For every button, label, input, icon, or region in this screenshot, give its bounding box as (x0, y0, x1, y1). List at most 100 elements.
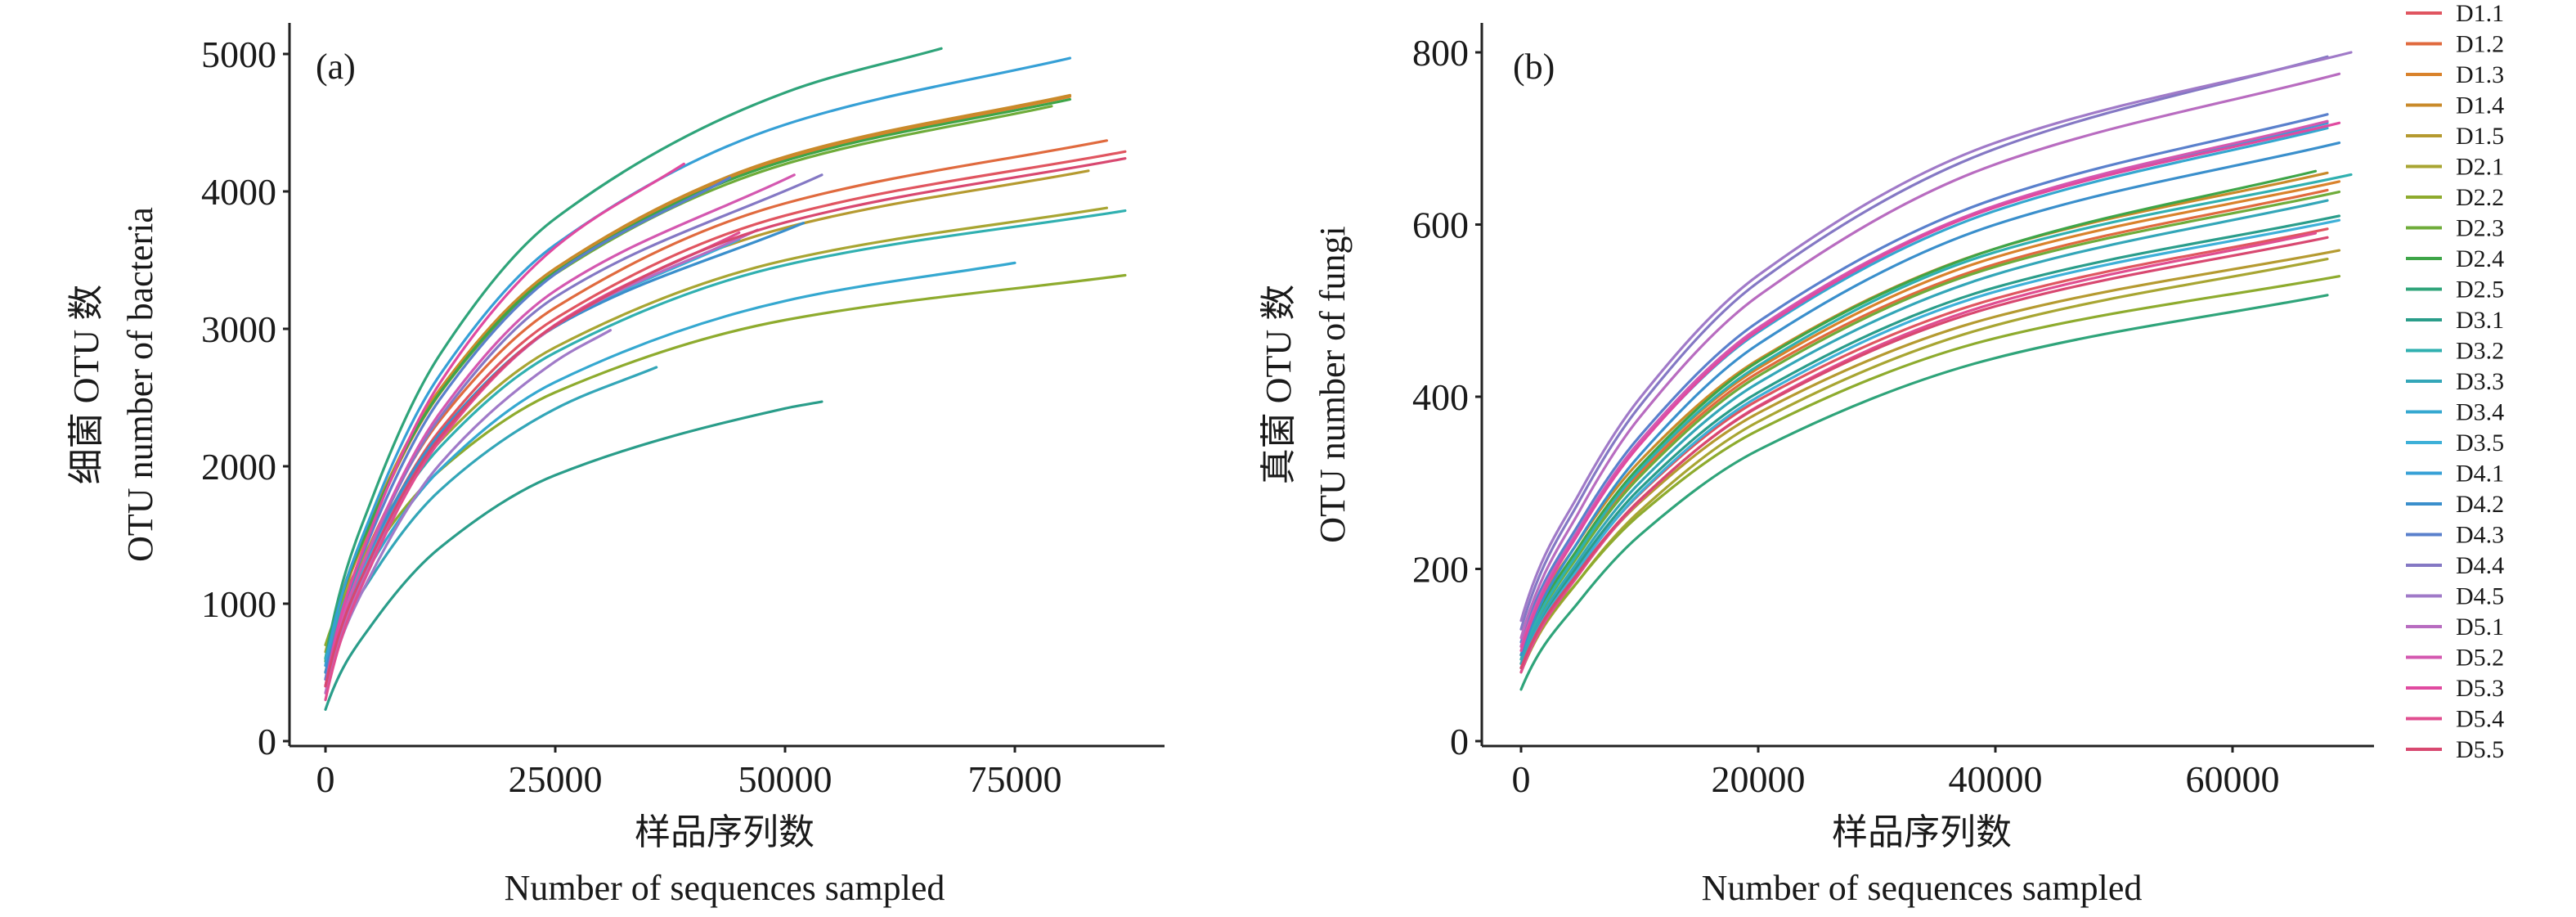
legend-item: D3.1 (2406, 307, 2504, 334)
legend-item: D2.3 (2406, 215, 2504, 242)
chart-bacteria: (a) 细菌 OTU 数 OTU number of bacteria 样品序列… (66, 23, 1165, 908)
legend-item: D2.2 (2406, 184, 2504, 211)
x-tick-label: 0 (1512, 758, 1531, 800)
x-tick-label: 50000 (738, 758, 832, 800)
legend-label: D2.5 (2456, 276, 2504, 303)
panel-label: (b) (1513, 47, 1555, 87)
legend-item: D3.5 (2406, 429, 2504, 456)
series-line-D5-2 (1519, 119, 2329, 648)
y-tick-label: 3000 (201, 308, 276, 350)
legend-label: D4.2 (2456, 491, 2504, 518)
legend-item: D1.4 (2406, 92, 2504, 119)
x-tick-label: 25000 (509, 758, 603, 800)
series-line-D5-3 (1519, 121, 2341, 653)
chart-fungi: (b) 真菌 OTU 数 OTU number of fungi 样品序列数 N… (1259, 23, 2374, 908)
series-line-D3-1 (1519, 214, 2341, 665)
legend-label: D1.3 (2456, 61, 2504, 88)
legend-label: D2.2 (2456, 184, 2504, 211)
series-line-D4-4 (1519, 55, 2329, 631)
series-line-D2-3 (1519, 190, 2341, 661)
y-tick-label: 400 (1412, 376, 1469, 418)
x-axis-label-en: Number of sequences sampled (505, 868, 945, 908)
series-line-D5-2 (324, 173, 796, 688)
x-tick-label: 75000 (968, 758, 1062, 800)
series-line-D1-1 (1519, 227, 2329, 665)
series-line-D5-3 (324, 162, 685, 688)
series-line-D4-3 (1519, 113, 2329, 644)
series-line-D3-3 (1519, 199, 2329, 665)
legend-label: D3.1 (2456, 307, 2504, 334)
legend-item: D5.4 (2406, 706, 2504, 733)
legend-label: D1.4 (2456, 92, 2504, 119)
y-axis-label-en: OTU number of bacteria (120, 207, 160, 562)
y-tick-label: 200 (1412, 549, 1469, 591)
legend-item: D2.1 (2406, 154, 2504, 181)
y-tick-label: 4000 (201, 171, 276, 213)
legend-label: D2.1 (2456, 154, 2504, 181)
legend-label: D2.3 (2456, 215, 2504, 242)
series-line-D2-2 (324, 273, 1127, 646)
x-tick-label: 60000 (2186, 758, 2280, 800)
series-line-D4-5 (1519, 51, 2353, 623)
legend-item: D1.1 (2406, 0, 2504, 27)
legend-item: D3.3 (2406, 368, 2504, 395)
x-tick-label: 40000 (1949, 758, 2043, 800)
legend-item: D5.5 (2406, 736, 2504, 763)
y-tick-label: 0 (258, 721, 276, 762)
series-line-D2-5 (324, 47, 943, 660)
series-line-D1-4 (1519, 171, 2329, 648)
x-axis-label-en: Number of sequences sampled (1702, 868, 2143, 908)
series-line-D3-1 (324, 400, 824, 711)
legend-label: D5.4 (2456, 706, 2504, 733)
series-line-D4-2 (1519, 141, 2341, 657)
y-axis-label-cn: 真菌 OTU 数 (1259, 285, 1299, 484)
legend-label: D5.5 (2456, 736, 2504, 763)
series-line-D4-1 (1519, 121, 2329, 648)
series-line-D3-2 (1519, 173, 2353, 661)
legend-item: D3.2 (2406, 338, 2504, 365)
legend-label: D5.1 (2456, 614, 2504, 641)
legend-label: D1.5 (2456, 123, 2504, 150)
series-line-D3-4 (1519, 127, 2329, 648)
legend-label: D3.2 (2456, 338, 2504, 365)
series-line-D2-4 (324, 97, 1072, 663)
series-line-D5-5 (324, 157, 1127, 688)
legend-item: D1.3 (2406, 61, 2504, 88)
legend: D1.1 D1.2 D1.3 D1.4 D1.5 D2.1 D2.2 D2.3 D2.4 D2.5… (2406, 0, 2504, 763)
y-axis-label-cn: 细菌 OTU 数 (66, 285, 106, 484)
legend-item: D2.5 (2406, 276, 2504, 303)
legend-item: D5.1 (2406, 614, 2504, 641)
legend-label: D3.3 (2456, 368, 2504, 395)
legend-item: D4.3 (2406, 522, 2504, 549)
y-tick-label: 2000 (201, 446, 276, 488)
legend-label: D4.5 (2456, 583, 2504, 610)
y-tick-label: 600 (1412, 205, 1469, 246)
y-tick-label: 1000 (201, 583, 276, 625)
legend-label: D5.3 (2456, 675, 2504, 702)
y-tick-label: 5000 (201, 34, 276, 75)
legend-label: D1.1 (2456, 0, 2504, 27)
x-axis-label-cn: 样品序列数 (1832, 812, 2012, 852)
series-line-D1-2 (324, 139, 1108, 674)
y-tick-label: 800 (1412, 32, 1469, 74)
legend-label: D3.4 (2456, 399, 2504, 426)
series-line-D5-4 (324, 231, 741, 702)
x-tick-label: 0 (316, 758, 335, 800)
series-line-D2-2 (1519, 275, 2341, 670)
y-axis-label-en: OTU number of fungi (1313, 226, 1353, 542)
legend-item: D2.4 (2406, 245, 2504, 272)
legend-item: D1.5 (2406, 123, 2504, 150)
legend-item: D3.4 (2406, 399, 2504, 426)
legend-label: D4.1 (2456, 461, 2504, 488)
series-line-D2-5 (1519, 294, 2329, 691)
legend-item: D4.2 (2406, 491, 2504, 518)
legend-item: D5.3 (2406, 675, 2504, 702)
legend-label: D2.4 (2456, 245, 2504, 272)
series-line-D4-1 (324, 56, 1072, 668)
legend-label: D3.5 (2456, 429, 2504, 456)
series-line-D5-1 (1519, 72, 2341, 640)
legend-label: D4.4 (2456, 552, 2504, 579)
legend-label: D1.2 (2456, 31, 2504, 58)
legend-item: D5.2 (2406, 645, 2504, 672)
